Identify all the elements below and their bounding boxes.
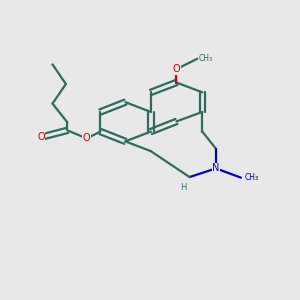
Text: O: O	[83, 134, 91, 143]
Text: CH₃: CH₃	[244, 173, 258, 182]
Text: N: N	[212, 164, 220, 173]
Text: O: O	[172, 64, 180, 74]
Text: O: O	[37, 132, 45, 142]
Text: CH₃: CH₃	[199, 54, 213, 63]
Text: H: H	[180, 183, 187, 192]
